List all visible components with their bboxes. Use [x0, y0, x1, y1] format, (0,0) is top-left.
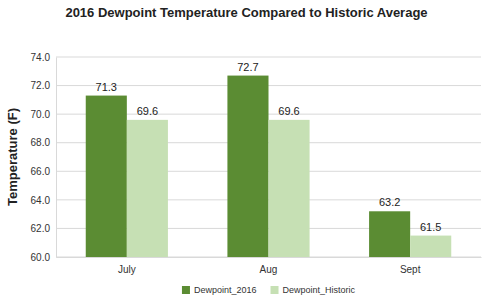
y-tick: 66.0 — [31, 166, 56, 177]
legend-swatch — [271, 286, 279, 294]
legend-item: Dewpoint_Historic — [271, 285, 356, 295]
data-label: 71.3 — [96, 81, 117, 93]
data-label: 63.2 — [379, 196, 400, 208]
title: 2016 Dewpoint Temperature Compared to Hi… — [65, 5, 427, 20]
x-tick-label: July — [118, 264, 136, 275]
legend: Dewpoint_2016 Dewpoint_Historic — [182, 285, 356, 295]
x-tick: July — [118, 257, 136, 275]
legend-label: Dewpoint_2016 — [194, 285, 257, 295]
y-tick-label: 70.0 — [31, 109, 51, 120]
x-tick-label: Aug — [260, 264, 278, 275]
x-tick: Aug — [260, 257, 278, 275]
bar — [86, 96, 127, 257]
y-tick: 62.0 — [31, 223, 56, 234]
x-tick: Sept — [400, 257, 421, 275]
y-axis: 60.0 62.0 64.0 66.0 68.0 70.0 72.0 74.0 — [31, 52, 57, 263]
data-label: 69.6 — [137, 105, 158, 117]
y-tick-label: 72.0 — [31, 80, 51, 91]
x-axis: July Aug Sept — [57, 257, 482, 275]
y-tick: 60.0 — [31, 252, 56, 263]
y-tick: 68.0 — [31, 137, 56, 148]
y-tick: 72.0 — [31, 80, 56, 91]
y-axis-line — [56, 58, 57, 258]
bar — [410, 236, 451, 257]
x-tick-label: Sept — [400, 264, 421, 275]
grid-line — [56, 57, 481, 58]
y-tick: 70.0 — [31, 109, 56, 120]
y-tick-label: 68.0 — [31, 137, 51, 148]
y-tick-label: 62.0 — [31, 223, 51, 234]
bar — [227, 76, 268, 257]
data-label: 72.7 — [237, 61, 258, 73]
y-tick-label: 74.0 — [31, 52, 51, 63]
legend-label: Dewpoint_Historic — [283, 285, 356, 295]
grid — [56, 57, 481, 257]
y-axis-title: Temperature (F) — [5, 108, 20, 206]
data-label: 61.5 — [420, 221, 441, 233]
y-tick: 64.0 — [31, 195, 56, 206]
data-labels: 71.3 72.7 63.2 69.6 69.6 61.5 — [96, 61, 442, 233]
bars — [86, 76, 452, 257]
bar — [269, 120, 310, 257]
legend-item: Dewpoint_2016 — [182, 285, 257, 295]
y-tick: 74.0 — [31, 52, 56, 63]
y-tick-label: 60.0 — [31, 252, 51, 263]
chart: 2016 Dewpoint Temperature Compared to Hi… — [0, 0, 493, 301]
bar — [127, 120, 168, 257]
data-label: 69.6 — [278, 105, 299, 117]
y-tick-label: 64.0 — [31, 195, 51, 206]
x-axis-line — [57, 257, 482, 258]
plot: 60.0 62.0 64.0 66.0 68.0 70.0 72.0 74.0 July Aug S… — [31, 52, 482, 275]
bar — [369, 211, 410, 257]
y-tick-label: 66.0 — [31, 166, 51, 177]
legend-swatch — [182, 286, 190, 294]
